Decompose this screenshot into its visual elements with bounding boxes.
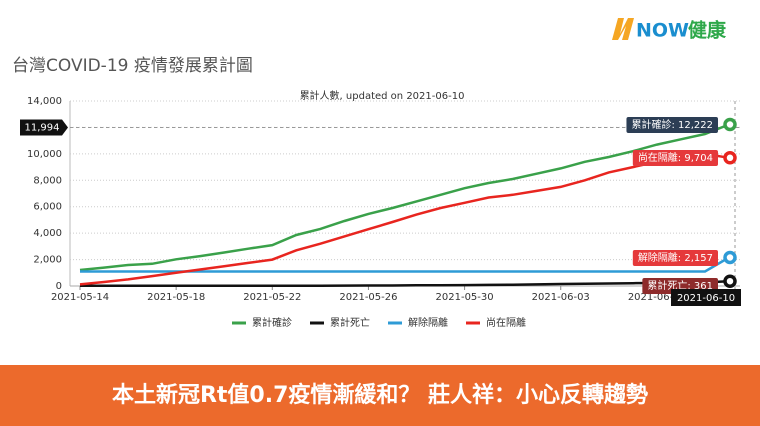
legend-label: 累計死亡 [330, 316, 370, 329]
legend-label: 累計確診 [252, 316, 292, 329]
y-tick-label: 0 [56, 281, 62, 292]
x-tick-label: 2021-06-07 [628, 292, 686, 303]
end-label-text: 尚在隔離: 9,704 [638, 151, 713, 164]
x-tick-label: 2021-05-26 [339, 292, 397, 303]
x-tick-label: 2021-05-14 [51, 292, 109, 303]
end-label-box [626, 117, 718, 133]
y-tick-label: 2,000 [33, 255, 62, 266]
headline: 本土新冠Rt值0.7疫情漸緩和？ 莊人祥：小心反轉趨勢 [112, 382, 648, 408]
x-tick-label: 2021-05-22 [243, 292, 301, 303]
logo-brand: NOW [636, 20, 689, 42]
end-label-text: 累計確診: 12,222 [631, 118, 713, 131]
series-line [79, 123, 730, 272]
headline-banner [0, 365, 760, 426]
crosshair-y-text: 11,994 [25, 123, 60, 134]
end-label: 解除隔離: 2,157 [632, 250, 718, 266]
end-marker [723, 274, 737, 288]
end-marker [723, 250, 737, 265]
logo: NOW 健康 [612, 18, 727, 42]
crosshair-y-label: 11,994 [20, 119, 68, 136]
y-tick-label: 4,000 [33, 228, 62, 239]
legend-label: 解除隔離 [408, 316, 448, 329]
x-tick-label: 2021-06-03 [532, 292, 590, 303]
end-label: 尚在隔離: 9,704 [632, 150, 718, 166]
chart-subtitle: 累計人數, updated on 2021-06-10 [300, 89, 465, 102]
logo-icon [612, 18, 634, 40]
y-tick-label: 6,000 [33, 202, 62, 213]
y-tick-label: 8,000 [33, 175, 62, 186]
end-marker [723, 117, 737, 132]
series-line [80, 279, 730, 288]
crosshair-y-box [20, 119, 68, 136]
logo-section: 健康 [688, 19, 727, 42]
crosshair-x-label: 2021-06-10 [671, 289, 741, 306]
crosshair-x-text: 2021-06-10 [677, 293, 735, 304]
end-label-box [632, 150, 718, 166]
end-label-text: 累計死亡: 361 [647, 279, 713, 292]
end-label-text: 解除隔離: 2,157 [638, 251, 713, 264]
end-marker [723, 151, 737, 165]
y-tick-label: 14,000 [27, 96, 62, 107]
chart-title: 台灣COVID-19 疫情發展累計圖 [12, 56, 253, 76]
crosshair-x-box [671, 289, 741, 306]
legend-label: 尚在隔離 [486, 316, 526, 329]
end-label-box [632, 250, 718, 266]
x-tick-label: 2021-05-18 [147, 292, 205, 303]
end-label: 累計確診: 12,222 [626, 117, 718, 133]
x-tick-label: 2021-05-30 [436, 292, 494, 303]
y-tick-label: 10,000 [27, 149, 62, 160]
series-line [79, 152, 730, 286]
